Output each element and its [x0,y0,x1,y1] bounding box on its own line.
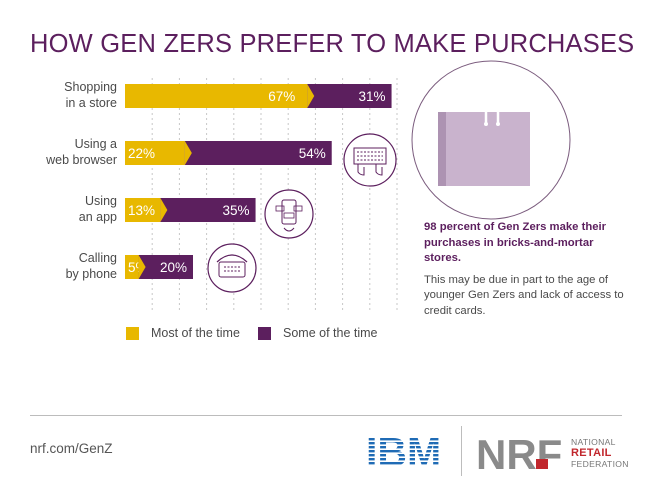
bar-value-label: 31% [359,89,386,104]
bar-value-label: 67% [268,89,295,104]
bar-some [138,255,193,279]
legend-swatch-gold [126,326,139,340]
bar-most [125,84,308,108]
logo-separator [461,426,462,476]
telephone-icon [207,243,257,293]
bar-most [125,198,161,222]
shopping-bag-icon [411,60,571,220]
category-label: Using an app [79,194,117,224]
bar-value-label: 20% [160,260,187,275]
bar-value-label: 22% [128,146,155,161]
legend-item-most: Most of the time [126,326,240,340]
ibm-logo: IBM [366,434,441,468]
category-label: Using a web browser [45,137,117,167]
bar-chevron [184,141,192,165]
nrf-wordmark: NATIONAL RETAIL FEDERATION [571,437,629,469]
legend-label-some: Some of the time [283,326,378,340]
legend-swatch-purple [258,326,271,340]
nrf-line-1: NATIONAL [571,437,616,447]
callout: 98 percent of Gen Zers make their purcha… [424,220,624,319]
nrf-logo-text: NRF [476,433,562,473]
bar-chart: 67% 31%22% 54%13% 35%5% 20% Shopping in a sto… [45,60,571,312]
bar-chevron [307,84,315,108]
legend-item-some: Some of the time [258,326,378,340]
legend-label-most: Most of the time [151,326,240,340]
bar-value-label: 54% [299,146,326,161]
ibm-logo-text: IBM [366,434,441,468]
keyboard-hands-icon [343,133,397,187]
nrf-line-2: RETAIL [571,446,612,459]
category-label: Shopping in a store [64,80,117,110]
bar-chevron [160,198,168,222]
callout-heading: 98 percent of Gen Zers make their purcha… [424,221,607,264]
chart-title: HOW GEN ZERS PREFER TO MAKE PURCHASES [30,30,635,58]
phone-app-icon [264,189,314,239]
bar-value-label: 13% [128,203,155,218]
bar-most [125,255,139,279]
bar-some [307,84,392,108]
nrf-line-3: FEDERATION [571,458,629,469]
category-label: Calling by phone [66,251,117,281]
nrf-logo: NRF [476,433,562,473]
footer-divider [30,415,622,416]
bar-value-label: 35% [223,203,250,218]
callout-body: This may be due in part to the age of yo… [424,273,624,317]
bar-most [125,141,185,165]
footer-url[interactable]: nrf.com/GenZ [30,441,113,456]
bar-chevron [138,255,146,279]
bar-some [184,141,332,165]
bar-some [160,198,256,222]
